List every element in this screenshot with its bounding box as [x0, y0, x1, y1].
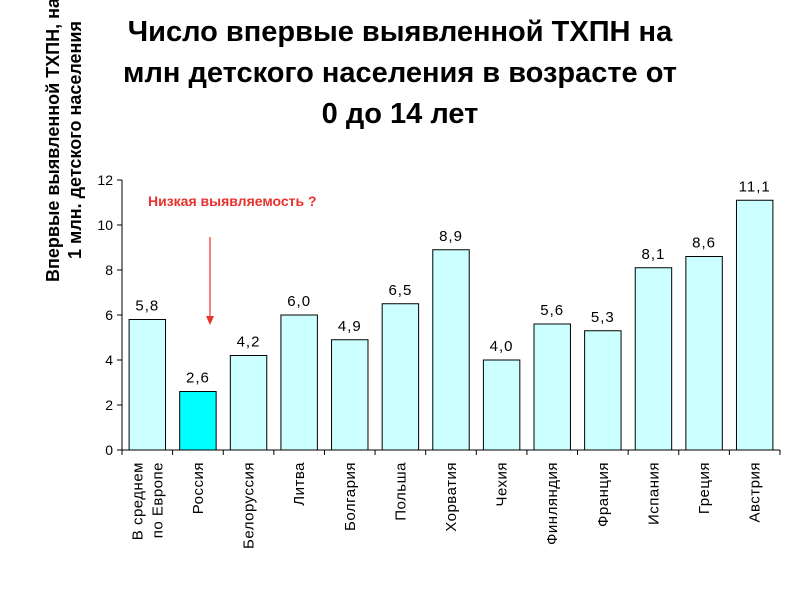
data-label: 8,1	[642, 246, 666, 263]
bar	[482, 359, 521, 451]
annotation-arrow-head	[206, 316, 214, 325]
bar	[128, 319, 167, 451]
x-tick-label: Литва	[291, 462, 308, 506]
chart-title: Число впервые выявленной ТХПН на млн дет…	[40, 12, 760, 135]
bar	[331, 339, 369, 451]
x-tick-label: Греция	[696, 462, 713, 514]
bar	[179, 391, 217, 451]
data-label: 6,0	[287, 293, 311, 310]
x-tick-label: Белоруссия	[241, 462, 258, 549]
x-tick-label: по Европе	[149, 462, 166, 538]
x-tick-label: В среднем	[129, 462, 146, 540]
data-label: 8,9	[439, 228, 463, 245]
y-tick-label: 4	[105, 352, 113, 368]
data-label: 5,8	[135, 298, 159, 315]
data-label: 4,2	[237, 334, 261, 351]
data-label: 5,3	[591, 309, 615, 326]
data-label: 4,0	[490, 338, 514, 355]
y-tick-label: 10	[97, 217, 113, 233]
data-label: 6,5	[388, 282, 412, 299]
y-tick-label: 0	[105, 442, 113, 458]
x-tick-label: Болгария	[342, 462, 359, 531]
chart-title-line-3: 0 до 14 лет	[321, 98, 479, 130]
data-label: 8,6	[692, 235, 716, 252]
x-tick-label: Франция	[595, 462, 612, 527]
x-tick-label: Австрия	[747, 462, 764, 523]
bar	[735, 199, 774, 451]
bar	[685, 256, 723, 451]
data-label: 11,1	[739, 178, 771, 195]
x-tick-label: Польша	[392, 462, 409, 521]
y-tick-label: 6	[105, 307, 113, 323]
bar	[533, 323, 571, 451]
x-tick-label: Хорватия	[443, 462, 460, 532]
data-label: 2,6	[186, 370, 210, 387]
bar	[381, 303, 420, 451]
data-label: 4,9	[338, 318, 362, 335]
bar	[634, 267, 673, 451]
x-tick-label: Финляндия	[544, 462, 561, 545]
chart-title-line-2: млн детского населения в возрасте от	[123, 57, 677, 89]
bar	[432, 249, 470, 451]
bar	[584, 330, 622, 451]
annotation-text: Низкая выявляемость ?	[148, 193, 317, 209]
bar	[280, 314, 318, 451]
chart-title-line-1: Число впервые выявленной ТХПН на	[127, 16, 673, 48]
y-tick-label: 2	[105, 397, 113, 413]
x-tick-label: Чехия	[494, 462, 511, 507]
bar	[229, 355, 268, 451]
y-tick-label: 12	[97, 172, 113, 188]
y-tick-label: 8	[105, 262, 113, 278]
x-tick-label: Россия	[190, 462, 207, 514]
data-label: 5,6	[540, 302, 564, 319]
x-tick-label: Испания	[645, 462, 662, 525]
